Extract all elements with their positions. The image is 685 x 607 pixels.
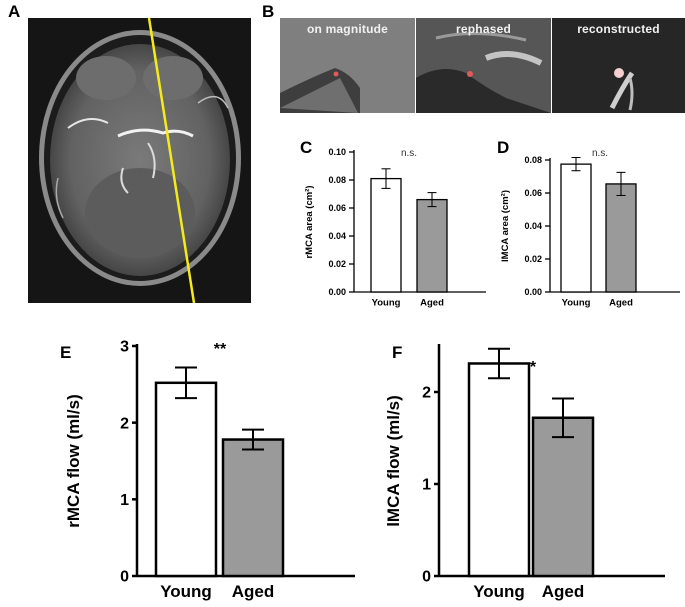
b-strip-reconstructed-drawing [552,18,685,113]
y-tick-label-d: 0.04 [524,221,542,231]
panel-label-b: B [262,2,275,21]
y-tick-label-c: 0.04 [328,231,346,241]
y-axis-label-e: rMCA flow (ml/s) [64,394,83,527]
vessel-marker [614,68,624,78]
category-label-d: Young [562,298,591,309]
middle-cerebral-arteries [117,128,194,138]
category-label-c: Young [372,298,401,309]
bar-young-f [467,362,531,578]
category-label-c: Aged [420,298,444,309]
y-tick-label-c: 0.08 [328,175,346,185]
y-tick-label-f: 0 [422,569,431,586]
category-label-d: Aged [609,298,633,309]
bar-aged-c [416,198,448,293]
y-tick-label-f: 1 [422,477,431,494]
y-tick-label-c: 0.06 [328,203,346,213]
chart-lmca-flow: 0 1 2 Young Aged lMCA flow (ml/s) * [385,344,665,601]
y-tick-label-f: 2 [422,385,431,402]
bar-young-d [560,163,592,293]
significance-label-e: ** [214,341,227,358]
y-tick-label-e: 0 [120,569,129,586]
slice-position-line [147,18,196,303]
vessel-marker [467,71,473,77]
mri-axial-image [28,18,251,303]
y-tick-label-c: 0.02 [328,259,346,269]
y-tick-label-e: 1 [120,492,129,509]
category-label-e: Young [160,582,212,601]
y-axis-label-f: lMCA flow (ml/s) [385,395,403,527]
significance-label-d: n.s. [592,148,608,159]
mri-axial-drawing [28,18,251,303]
chart-rmca-area: 0.00 0.02 0.04 0.06 0.08 0.10 Young Aged rMCA ar… [304,147,486,309]
y-tick-label-d: 0.08 [524,155,542,165]
y-tick-label-c: 0.10 [328,147,346,157]
b-strip-rephased-drawing [416,18,551,113]
chart-lmca-area: 0.00 0.02 0.04 0.06 0.08 Young Aged lMCA area (… [500,148,680,309]
category-label-e: Aged [232,582,275,601]
y-tick-label-c: 0.00 [328,287,346,297]
y-tick-label-e: 2 [120,415,129,432]
b-label-on-magnitude: on magnitude [306,22,389,36]
y-tick-label-e: 3 [120,339,129,356]
category-label-f: Aged [542,582,585,601]
significance-label-c: n.s. [401,148,417,159]
panel-label-f: F [392,343,403,362]
b-label-reconstructed: reconstructed [577,22,660,36]
category-label-f: Young [473,582,525,601]
bar-young-c [370,177,402,293]
vessel-marker [333,71,339,77]
y-axis-label-d: lMCA area (cm²) [500,190,511,262]
b-strip-on-magnitude-drawing [280,18,415,113]
b-label-rephased: rephased [456,22,511,36]
b-strip-reconstructed: reconstructed [552,18,685,113]
panel-label-a: A [8,2,21,21]
b-strip-on-magnitude: on magnitude [280,18,415,113]
bar-young-e [154,381,218,578]
panel-label-d: D [497,138,510,157]
y-tick-label-d: 0.00 [524,287,542,297]
panel-label-c: C [300,138,313,157]
b-strip-rephased: rephased [416,18,551,113]
y-tick-label-d: 0.02 [524,254,542,264]
bar-aged-d [605,183,637,293]
bar-aged-f [531,416,595,578]
y-axis-label-c: rMCA area (cm²) [304,185,315,258]
significance-label-f: * [530,359,537,376]
panel-label-e: E [60,343,72,362]
chart-rmca-flow: 0 1 2 3 Young Aged rMCA flow (ml/s) ** [64,339,355,601]
y-tick-label-d: 0.06 [524,188,542,198]
bar-aged-e [221,438,285,578]
